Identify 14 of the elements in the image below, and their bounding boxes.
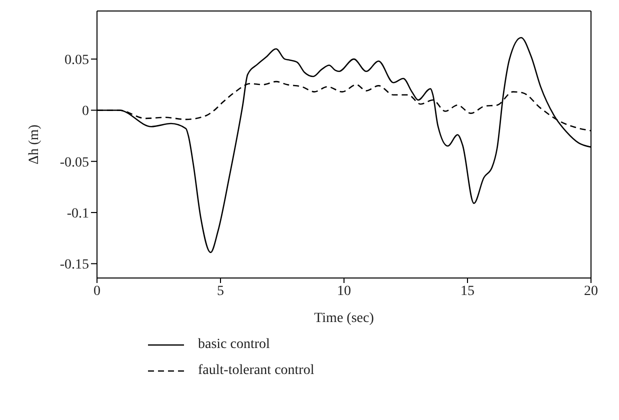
- x-tick-label: 20: [584, 284, 598, 299]
- y-tick-label: 0: [82, 104, 89, 120]
- x-tick-label: 0: [94, 284, 100, 299]
- x-tick-label: 10: [337, 284, 351, 299]
- y-tick-label: -0.15: [60, 258, 89, 273]
- y-tick-label: -0.1: [66, 206, 89, 222]
- x-axis-title: Time (sec): [314, 311, 374, 326]
- x-tick-label: 15: [460, 284, 474, 299]
- y-tick-label: -0.05: [60, 155, 89, 170]
- legend-label: fault-tolerant control: [198, 363, 314, 379]
- x-tick-label: 5: [217, 284, 224, 299]
- y-tick-label: 0.05: [64, 53, 89, 68]
- y-axis-title: Δh (m): [26, 124, 42, 164]
- legend-label: basic control: [198, 337, 270, 353]
